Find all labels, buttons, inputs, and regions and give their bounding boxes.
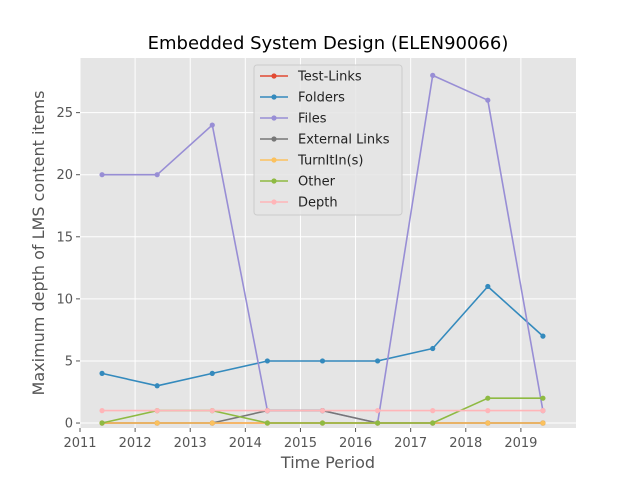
data-point-depth — [540, 408, 546, 414]
legend-label-files: Files — [298, 112, 327, 127]
legend-label-folders: Folders — [298, 91, 345, 106]
legend-label-test-links: Test-Links — [297, 70, 362, 85]
data-point-folders — [209, 370, 215, 376]
data-point-files — [209, 122, 215, 128]
y-tick-label: 0 — [65, 417, 73, 432]
data-point-depth — [264, 408, 270, 414]
legend-box — [253, 64, 403, 216]
data-point-files — [430, 72, 436, 78]
data-point-other — [319, 420, 326, 426]
data-point-folders — [99, 370, 105, 376]
legend-marker-files — [271, 115, 277, 121]
x-tick-label: 2011 — [63, 436, 96, 451]
data-point-folders — [430, 345, 436, 352]
data-point-other — [99, 420, 105, 426]
legend-marker-external-links — [271, 136, 277, 142]
data-point-files — [154, 172, 160, 178]
y-tick-label: 10 — [56, 292, 73, 307]
x-tick-label: 2015 — [284, 436, 317, 451]
data-point-depth — [154, 408, 160, 414]
legend-marker-folders — [271, 94, 277, 100]
data-point-folders — [319, 358, 326, 364]
series-lines — [99, 72, 546, 426]
data-point-turnitin-s — [209, 420, 215, 426]
data-point-files — [99, 172, 105, 178]
data-point-folders — [264, 358, 270, 364]
data-point-other — [264, 420, 270, 426]
data-point-turnitin-s — [540, 420, 546, 426]
legend-marker-test-links — [271, 73, 277, 79]
x-axis-ticks: 2011 2012 2013 2014 2015 2016 2017 2018 2019 — [63, 428, 537, 451]
data-point-folders — [154, 383, 160, 389]
data-point-depth — [209, 408, 215, 414]
x-tick-label: 2013 — [174, 436, 207, 451]
x-tick-label: 2017 — [394, 436, 427, 451]
data-point-turnitin-s — [485, 420, 491, 426]
y-axis-label: Maximum depth of LMS content items — [29, 91, 48, 396]
data-point-other — [540, 395, 546, 401]
data-point-other — [430, 420, 436, 426]
data-point-folders — [485, 283, 491, 290]
data-point-other — [375, 420, 381, 426]
x-tick-label: 2012 — [119, 436, 152, 451]
y-tick-label: 15 — [56, 230, 73, 245]
data-point-folders — [540, 333, 546, 339]
data-point-files — [485, 97, 491, 103]
y-tick-label: 20 — [56, 168, 73, 183]
legend-marker-turnitin-s — [271, 157, 277, 163]
chart-title: Embedded System Design (ELEN90066) — [148, 33, 509, 54]
data-point-depth — [430, 408, 436, 414]
y-axis-ticks: 0 5 10 15 20 25 — [56, 106, 80, 432]
data-point-turnitin-s — [154, 420, 160, 426]
x-tick-label: 2014 — [229, 436, 262, 451]
x-tick-label: 2018 — [449, 436, 482, 451]
x-tick-label: 2016 — [339, 436, 372, 451]
data-point-depth — [99, 408, 105, 414]
x-axis-label: Time Period — [280, 453, 375, 472]
y-tick-label: 25 — [56, 106, 73, 121]
legend-label-other: Other — [298, 175, 336, 190]
data-point-folders — [375, 358, 381, 364]
x-tick-label: 2019 — [504, 436, 537, 451]
data-point-depth — [485, 408, 491, 414]
data-point-depth — [375, 408, 381, 414]
legend-label-external-links: External Links — [298, 133, 390, 148]
legend-marker-other — [271, 178, 277, 184]
legend: Test-Links Folders Files External Links Turn… — [253, 64, 403, 216]
legend-marker-depth — [271, 199, 277, 205]
data-point-depth — [319, 408, 326, 414]
data-point-other — [485, 395, 491, 401]
legend-label-depth: Depth — [298, 196, 338, 211]
y-tick-label: 5 — [65, 354, 73, 369]
legend-label-turnitin-s: TurnItIn(s) — [297, 154, 363, 169]
